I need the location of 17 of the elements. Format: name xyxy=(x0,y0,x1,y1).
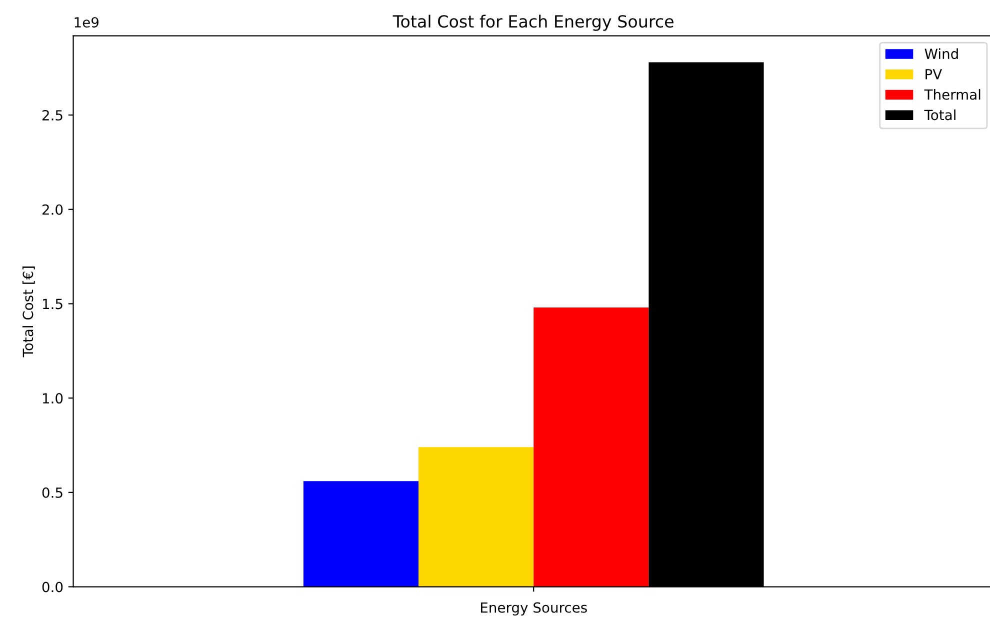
y-tick-label: 1.0 xyxy=(42,393,63,404)
bar xyxy=(303,481,419,587)
legend-label: Total xyxy=(924,109,956,120)
bar xyxy=(534,308,649,587)
text: 1e9 xyxy=(74,17,98,28)
y-tick-label: 0.0 xyxy=(42,582,63,592)
legend-label: Thermal xyxy=(924,89,980,100)
y-tick-label: 0.5 xyxy=(42,487,62,498)
chart-title: Total Cost for Each Energy Source xyxy=(392,14,674,31)
x-axis-title: Energy Sources xyxy=(480,602,587,616)
legend-label: Wind xyxy=(924,48,958,60)
y-tick-label: 2.0 xyxy=(42,204,63,215)
y-tick-label: 2.5 xyxy=(42,110,62,121)
y-tick-label: 1.5 xyxy=(42,298,62,310)
legend-label: PV xyxy=(926,69,942,80)
bar xyxy=(418,447,534,587)
y-axis-title: Total Cost [€] xyxy=(22,266,35,358)
